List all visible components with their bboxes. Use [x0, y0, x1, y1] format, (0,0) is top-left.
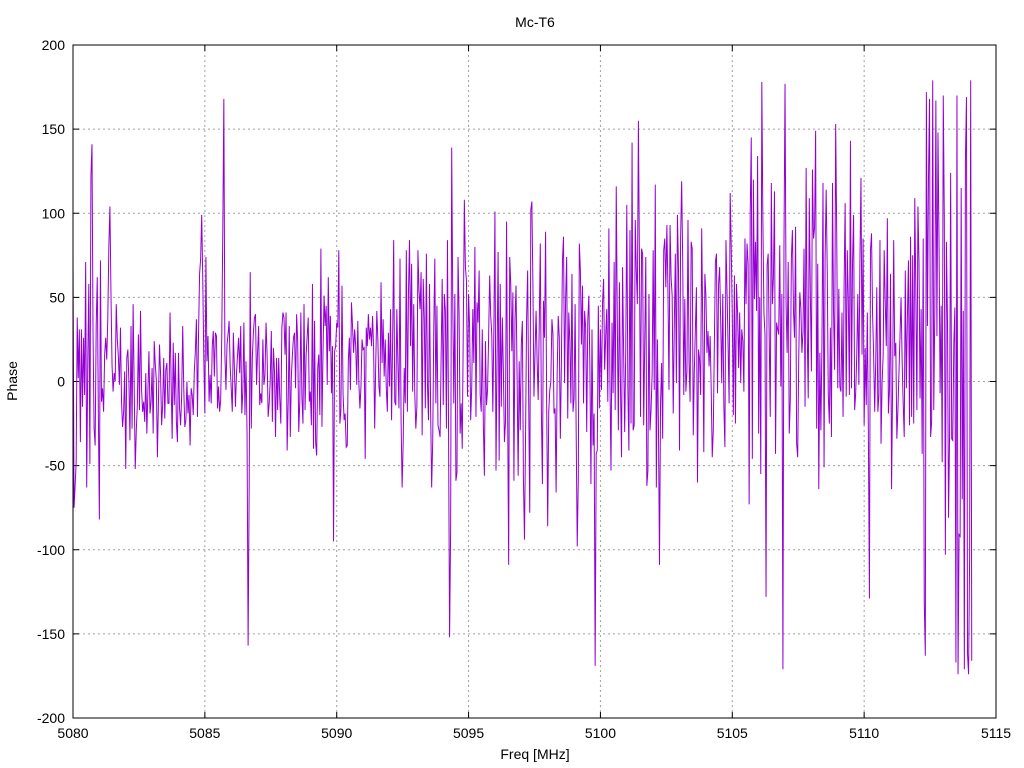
- y-tick-label: 100: [42, 205, 66, 221]
- y-tick-label: 150: [42, 121, 66, 137]
- plot-area: [72, 80, 973, 675]
- x-tick-label: 5100: [585, 725, 616, 741]
- x-tick-label: 5085: [189, 725, 220, 741]
- y-tick-label: -50: [45, 458, 65, 474]
- y-axis-title: Phase: [4, 361, 20, 401]
- y-tick-label: 50: [49, 289, 65, 305]
- plot-frame: [72, 44, 997, 719]
- y-tick-label: 200: [42, 37, 66, 53]
- y-tick-label: 0: [57, 374, 65, 390]
- x-axis-title: Freq [MHz]: [500, 746, 569, 762]
- chart-title: Mc-T6: [515, 14, 555, 30]
- y-tick-label: -100: [37, 542, 65, 558]
- x-tick-label: 5105: [717, 725, 748, 741]
- x-tick-label: 5115: [981, 725, 1011, 741]
- x-tick-label: 5080: [57, 725, 88, 741]
- y-tick-label: -200: [37, 710, 65, 726]
- x-tick-label: 5090: [321, 725, 352, 741]
- x-ticks: 5080 5085 5090 5095 5100 5105 5110 5115: [57, 45, 1011, 741]
- y-tick-label: -150: [37, 626, 65, 642]
- x-tick-label: 5110: [849, 725, 879, 741]
- y-ticks: -200 -150 -100 -50 0 50 100 150 200: [37, 37, 996, 726]
- x-tick-label: 5095: [453, 725, 484, 741]
- series-line-phase: [72, 80, 973, 675]
